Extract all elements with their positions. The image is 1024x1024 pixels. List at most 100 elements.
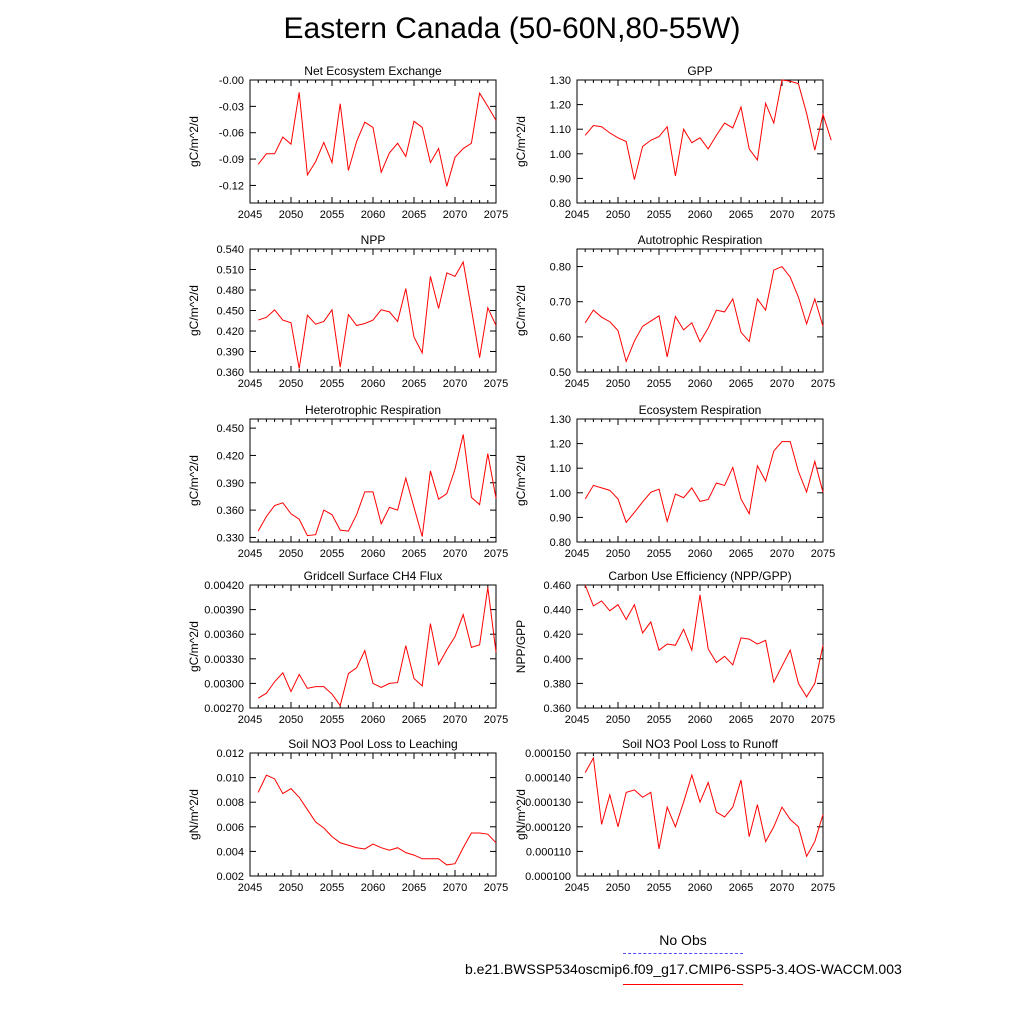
- x-tick-label: 2050: [606, 378, 630, 390]
- series-line: [258, 260, 497, 369]
- y-tick-label: -0.03: [219, 101, 244, 113]
- y-tick-label: 0.50: [550, 367, 571, 379]
- y-tick-label: 0.420: [216, 326, 244, 338]
- y-tick-label: 0.440: [543, 605, 571, 617]
- y-tick-label: 0.330: [216, 532, 244, 544]
- chart-panel: NPP gC/m^2/d 2045 2050 2055 2060 2065 2070 2075 0…: [187, 233, 508, 390]
- y-tick-label: 0.510: [216, 265, 244, 277]
- x-tick-label: 2060: [361, 714, 385, 726]
- x-tick-label: 2075: [811, 548, 835, 560]
- x-tick-label: 2075: [484, 548, 508, 560]
- chart-title: Autotrophic Respiration: [638, 233, 763, 247]
- y-tick-label: 0.390: [216, 347, 244, 359]
- x-tick-label: 2055: [320, 714, 344, 726]
- x-tick-label: 2065: [402, 714, 426, 726]
- page-title: Eastern Canada (50-60N,80-55W): [283, 12, 741, 45]
- y-axis-label: gC/m^2/d: [187, 621, 201, 672]
- y-tick-label: -0.12: [219, 180, 244, 192]
- chart-title: Heterotrophic Respiration: [305, 403, 441, 417]
- plot-frame: [576, 79, 824, 204]
- chart-title: Soil NO3 Pool Loss to Runoff: [622, 737, 779, 751]
- y-tick-label: 0.420: [543, 629, 571, 641]
- x-tick-label: 2045: [238, 714, 262, 726]
- chart-panel: Net Ecosystem Exchange gC/m^2/d 2045 2050 20…: [187, 64, 508, 221]
- x-tick-label: 2060: [361, 378, 385, 390]
- chart-title: Ecosystem Respiration: [639, 403, 762, 417]
- plot-frame: [249, 79, 497, 204]
- legend-case-line: [623, 984, 743, 985]
- chart-panel: GPP gC/m^2/d 2045 2050 2055 2060 2065 2070 2075 0…: [514, 64, 835, 221]
- x-tick-label: 2045: [565, 714, 589, 726]
- y-tick-label: 0.400: [543, 654, 571, 666]
- x-tick-label: 2065: [402, 378, 426, 390]
- y-tick-label: -0.06: [219, 128, 244, 140]
- y-tick-label: 0.00420: [204, 580, 244, 592]
- y-tick-label: 0.90: [550, 512, 571, 524]
- x-tick-label: 2070: [770, 882, 794, 894]
- x-tick-label: 2045: [565, 548, 589, 560]
- y-tick-label: 0.002: [216, 871, 244, 883]
- y-tick-label: 0.00270: [204, 703, 244, 715]
- x-tick-label: 2055: [320, 882, 344, 894]
- x-tick-label: 2065: [402, 209, 426, 221]
- x-tick-label: 2075: [484, 714, 508, 726]
- y-axis-label: gC/m^2/d: [514, 116, 528, 167]
- series-line: [257, 434, 497, 537]
- x-tick-label: 2075: [811, 378, 835, 390]
- series-line: [257, 587, 497, 707]
- x-tick-label: 2070: [443, 714, 467, 726]
- y-tick-label: 0.80: [550, 537, 571, 549]
- x-tick-label: 2050: [279, 378, 303, 390]
- x-tick-label: 2050: [606, 882, 630, 894]
- chart-panel: Soil NO3 Pool Loss to Leaching gN/m^2/d 20…: [187, 737, 508, 894]
- chart-title: Soil NO3 Pool Loss to Leaching: [288, 737, 457, 751]
- y-tick-label: 0.80: [550, 262, 571, 274]
- y-tick-label: 1.10: [550, 463, 571, 475]
- x-tick-label: 2075: [811, 882, 835, 894]
- x-tick-label: 2065: [729, 548, 753, 560]
- y-tick-label: 0.00360: [204, 629, 244, 641]
- x-tick-label: 2055: [647, 378, 671, 390]
- y-tick-label: 0.90: [550, 173, 571, 185]
- y-tick-label: 0.008: [216, 797, 244, 809]
- chart-panel: Ecosystem Respiration gC/m^2/d 2045 2050 205…: [514, 403, 835, 560]
- series-line: [257, 774, 497, 866]
- x-tick-label: 2045: [565, 209, 589, 221]
- series-line: [584, 756, 824, 858]
- x-tick-label: 2055: [320, 548, 344, 560]
- x-tick-label: 2075: [811, 714, 835, 726]
- y-tick-label: 0.360: [543, 703, 571, 715]
- x-tick-label: 2070: [443, 882, 467, 894]
- series-line: [584, 441, 824, 524]
- x-tick-label: 2060: [688, 209, 712, 221]
- x-tick-label: 2045: [238, 378, 262, 390]
- y-tick-label: 0.70: [550, 297, 571, 309]
- series-line: [584, 79, 832, 180]
- legend-obs-label: No Obs: [659, 932, 707, 948]
- x-tick-label: 2070: [770, 209, 794, 221]
- chart-panel: Heterotrophic Respiration gC/m^2/d 2045 205…: [187, 403, 508, 560]
- y-tick-label: 1.00: [550, 149, 571, 161]
- y-tick-label: 0.012: [216, 748, 244, 760]
- series-line: [584, 265, 824, 364]
- x-tick-label: 2060: [688, 548, 712, 560]
- x-tick-label: 2065: [729, 882, 753, 894]
- y-tick-label: 0.460: [543, 580, 571, 592]
- x-tick-label: 2055: [647, 209, 671, 221]
- x-tick-label: 2045: [565, 378, 589, 390]
- y-axis-label: gC/m^2/d: [514, 285, 528, 336]
- x-tick-label: 2055: [320, 378, 344, 390]
- y-tick-label: -0.00: [219, 75, 244, 87]
- chart-title: Gridcell Surface CH4 Flux: [304, 569, 443, 583]
- plot-frame: [576, 248, 824, 373]
- x-tick-label: 2060: [688, 714, 712, 726]
- x-tick-label: 2045: [238, 209, 262, 221]
- x-tick-label: 2065: [729, 209, 753, 221]
- x-tick-label: 2065: [729, 378, 753, 390]
- y-tick-label: 1.20: [550, 100, 571, 112]
- y-tick-label: 0.00390: [204, 605, 244, 617]
- x-tick-label: 2055: [647, 714, 671, 726]
- y-tick-label: 0.380: [543, 678, 571, 690]
- x-tick-label: 2075: [484, 209, 508, 221]
- plot-frame: [249, 752, 497, 877]
